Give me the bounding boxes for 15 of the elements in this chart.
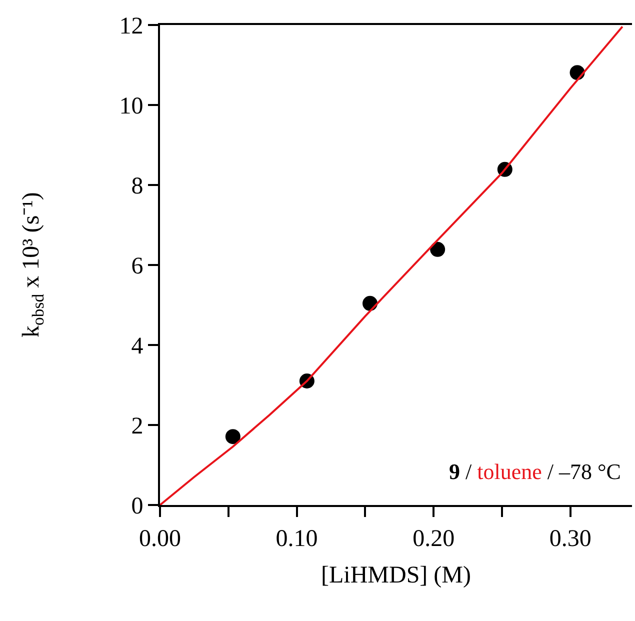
y-tick-label: 10 [119, 93, 144, 120]
x-axis-title: [LiHMDS] (M) [321, 562, 471, 589]
y-tick-label: 2 [131, 413, 144, 440]
x-tick-label: 0.20 [412, 526, 455, 552]
x-tick-label: 0.30 [549, 526, 592, 552]
y-tick-label: 6 [131, 253, 144, 280]
y-tick-label: 12 [119, 13, 144, 40]
y-tick-label: 8 [131, 173, 144, 200]
point [225, 429, 240, 444]
y-tick-label: 0 [131, 493, 144, 520]
x-tick-label: 0.00 [139, 526, 181, 552]
x-tick-label: 0.10 [276, 526, 318, 552]
point [430, 242, 446, 257]
y-tick-label: 4 [131, 333, 144, 360]
annotation: 9 / toluene / –78 °C [449, 459, 621, 484]
